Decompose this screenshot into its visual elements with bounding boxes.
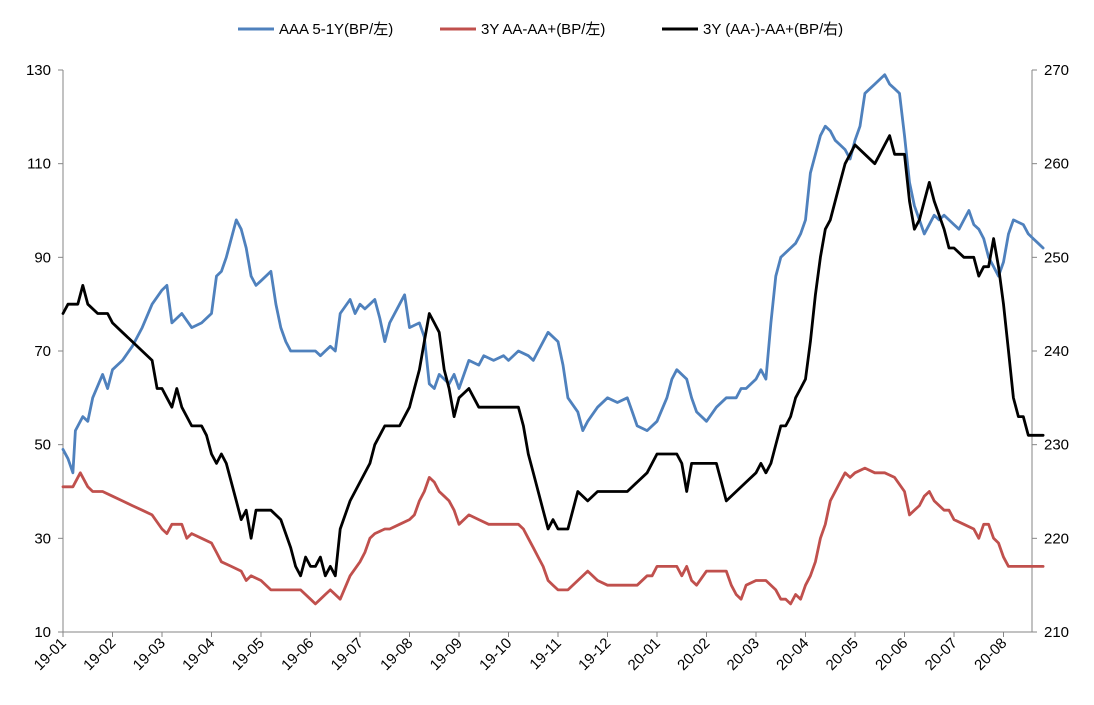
left-y-ticks: 10 30 50 70 90 110 130 bbox=[26, 62, 63, 641]
legend-item-3y-aa-aa-plus[interactable]: 3Y AA-AA+(BP/左) bbox=[440, 21, 605, 38]
x-tick-label: 20-06 bbox=[872, 635, 911, 674]
x-tick-label: 19-05 bbox=[229, 635, 268, 674]
series-line-aaa-5-1y bbox=[61, 73, 1045, 475]
legend-label-3y-aa-aa-plus: 3Y AA-AA+(BP/左) bbox=[481, 21, 605, 38]
left-y-tick-label: 70 bbox=[34, 343, 51, 360]
right-y-tick-label: 220 bbox=[1044, 530, 1069, 547]
left-y-tick-label: 110 bbox=[27, 156, 51, 173]
x-ticks: 19-01 19-02 19-03 19-04 19-05 19-06 19-07 19-08… bbox=[31, 632, 1010, 674]
x-tick-label: 19-04 bbox=[179, 635, 218, 674]
x-tick-label: 19-08 bbox=[377, 635, 416, 674]
right-y-tick-label: 270 bbox=[1044, 62, 1069, 79]
left-y-tick-label: 10 bbox=[34, 624, 51, 641]
right-y-tick-label: 230 bbox=[1044, 437, 1069, 454]
legend-label-aaa-5-1y: AAA 5-1Y(BP/左) bbox=[279, 21, 393, 38]
legend-item-aaa-5-1y[interactable]: AAA 5-1Y(BP/左) bbox=[238, 21, 393, 38]
x-tick-label: 19-09 bbox=[427, 635, 466, 674]
right-y-ticks: 210 220 230 240 250 260 270 bbox=[1032, 62, 1069, 641]
x-tick-label: 20-01 bbox=[625, 635, 664, 674]
x-tick-label: 20-04 bbox=[773, 635, 812, 674]
legend: AAA 5-1Y(BP/左) 3Y AA-AA+(BP/左) 3Y (AA-)-… bbox=[238, 21, 843, 38]
legend-label-3y-aa-minus-aa-plus: 3Y (AA-)-AA+(BP/右) bbox=[703, 21, 843, 38]
right-y-tick-label: 240 bbox=[1044, 343, 1069, 360]
x-tick-label: 20-05 bbox=[823, 635, 862, 674]
x-tick-label: 19-02 bbox=[80, 635, 119, 674]
x-tick-label: 19-11 bbox=[526, 635, 564, 673]
x-tick-label: 19-07 bbox=[328, 635, 367, 674]
left-y-tick-label: 50 bbox=[34, 437, 51, 454]
right-y-tick-label: 260 bbox=[1044, 156, 1069, 173]
x-tick-label: 19-12 bbox=[575, 635, 614, 674]
axes: 10 30 50 70 90 110 130 210 220 230 240 250 260 270 1… bbox=[26, 62, 1069, 674]
x-tick-label: 19-10 bbox=[476, 635, 515, 674]
left-y-tick-label: 130 bbox=[26, 62, 51, 79]
right-y-tick-label: 250 bbox=[1044, 249, 1069, 266]
series-line-3y-aa-minus-aa-plus bbox=[61, 134, 1045, 578]
legend-item-3y-aa-minus-aa-plus[interactable]: 3Y (AA-)-AA+(BP/右) bbox=[662, 21, 843, 38]
x-tick-label: 20-03 bbox=[724, 635, 763, 674]
left-y-tick-label: 90 bbox=[34, 249, 51, 266]
x-tick-label: 20-08 bbox=[971, 635, 1010, 674]
x-tick-label: 19-03 bbox=[130, 635, 169, 674]
plot-area bbox=[61, 73, 1045, 606]
right-y-tick-label: 210 bbox=[1044, 624, 1069, 641]
x-tick-label: 19-06 bbox=[278, 635, 317, 674]
left-y-tick-label: 30 bbox=[34, 530, 51, 547]
x-tick-label: 20-02 bbox=[674, 635, 713, 674]
x-tick-label: 20-07 bbox=[922, 635, 961, 674]
series-line-3y-aa-aa-plus bbox=[61, 466, 1045, 606]
